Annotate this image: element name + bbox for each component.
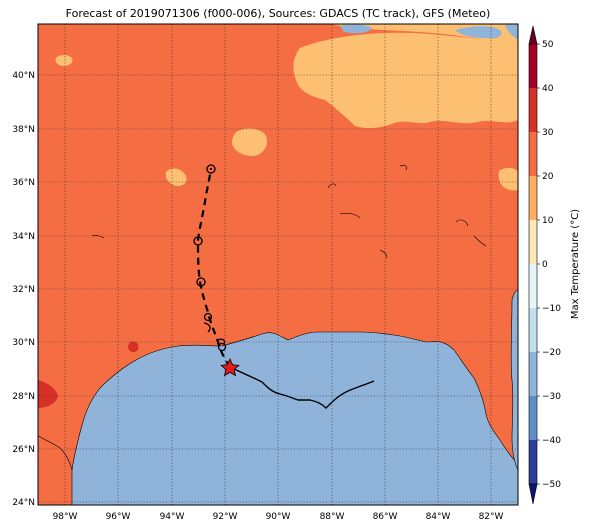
lon-tick: 92°W bbox=[213, 512, 238, 522]
colorbar-segment bbox=[529, 352, 537, 396]
lat-tick: 26°N bbox=[12, 445, 35, 455]
lon-tick: 86°W bbox=[373, 512, 398, 522]
colorbar-tick-label: 40 bbox=[542, 84, 554, 94]
lat-tick: 24°N bbox=[12, 498, 35, 508]
mild-region-northeast bbox=[293, 32, 518, 129]
track-point-circle bbox=[203, 312, 213, 322]
hot-patch-west bbox=[38, 380, 58, 408]
lon-tick: 88°W bbox=[320, 512, 345, 522]
water-patch-north-3 bbox=[505, 24, 518, 40]
lat-tick: 32°N bbox=[12, 285, 35, 295]
lat-tick: 28°N bbox=[12, 392, 35, 402]
colorbar-segment bbox=[529, 396, 537, 440]
lon-tick: 94°W bbox=[160, 512, 185, 522]
storm-forecast-track bbox=[196, 167, 231, 368]
colorbar-tick-label: 0 bbox=[542, 260, 548, 270]
lon-tick: 82°W bbox=[479, 512, 504, 522]
colorbar-tick-label: 30 bbox=[542, 128, 554, 138]
lon-tick: 84°W bbox=[426, 512, 451, 522]
mild-patch-small-1 bbox=[55, 55, 73, 66]
lat-tick: 34°N bbox=[12, 232, 35, 242]
colorbar-tick-label: 20 bbox=[542, 172, 554, 182]
longitude-axis: 98°W 96°W 94°W 92°W 90°W 88°W 86°W 84°W … bbox=[53, 512, 504, 522]
hurricane-symbol bbox=[217, 338, 226, 345]
colorbar-label: Max Temperature (°C) bbox=[570, 209, 581, 319]
map-frame bbox=[37, 23, 519, 506]
track-symbols bbox=[193, 164, 227, 352]
graticule bbox=[38, 24, 518, 505]
lake-detail-1 bbox=[339, 212, 361, 219]
colorbar-segment bbox=[529, 308, 537, 352]
mild-patch-small-4 bbox=[372, 73, 386, 85]
colorbar-segment bbox=[529, 88, 537, 132]
colorbar-tick-label: −50 bbox=[542, 480, 561, 490]
mild-patch-small-3 bbox=[453, 69, 473, 82]
colorbar-tick-label: 50 bbox=[542, 40, 554, 50]
current-position-star-icon bbox=[220, 358, 240, 377]
colorbar-segment bbox=[529, 132, 537, 176]
colorbar-segment bbox=[529, 176, 537, 220]
mild-patch-small-2 bbox=[165, 168, 187, 186]
lat-tick: 38°N bbox=[12, 125, 35, 135]
lake-detail-3 bbox=[455, 219, 469, 227]
colorbar-segment bbox=[529, 264, 537, 308]
colorbar-top-arrow bbox=[528, 25, 538, 45]
lat-tick: 36°N bbox=[12, 178, 35, 188]
colorbar: 50 40 30 20 10 0 −10 −20 −30 −40 −50 Max… bbox=[528, 25, 581, 505]
hot-patch-louisiana bbox=[128, 341, 139, 353]
lake-detail-2 bbox=[91, 234, 105, 239]
colorbar-segment bbox=[529, 44, 537, 88]
lon-tick: 96°W bbox=[106, 512, 131, 522]
lon-tick: 98°W bbox=[53, 512, 78, 522]
water-patch-north-2 bbox=[455, 26, 502, 39]
lat-tick: 30°N bbox=[12, 338, 35, 348]
mild-patch-east bbox=[498, 167, 518, 191]
lake-detail-6 bbox=[379, 249, 387, 259]
colorbar-segment bbox=[529, 440, 537, 484]
water-patch-north-1 bbox=[340, 24, 372, 34]
colorbar-tick-label: 10 bbox=[542, 216, 554, 226]
mild-patch-center bbox=[232, 128, 268, 156]
track-point-circle bbox=[196, 277, 206, 287]
colorbar-ticks bbox=[537, 43, 540, 485]
atlantic-patch bbox=[510, 289, 518, 471]
colorbar-tick-label: −10 bbox=[542, 304, 561, 314]
lake-detail-5 bbox=[473, 235, 487, 247]
lon-tick: 90°W bbox=[266, 512, 291, 522]
hurricane-symbol bbox=[203, 322, 211, 333]
lat-tick: 40°N bbox=[12, 71, 35, 81]
latitude-axis: 40°N 38°N 36°N 34°N 32°N 30°N 28°N 26°N … bbox=[12, 71, 35, 508]
colorbar-tick-label: −40 bbox=[542, 436, 561, 446]
colorbar-bottom-arrow bbox=[528, 483, 538, 505]
colorbar-tick-label: −30 bbox=[542, 392, 561, 402]
track-point-circle bbox=[206, 164, 216, 174]
track-point-circle bbox=[217, 342, 227, 352]
storm-past-track bbox=[229, 366, 375, 409]
lake-detail-4 bbox=[399, 164, 407, 171]
colorbar-segment bbox=[529, 220, 537, 264]
track-point-circle bbox=[193, 236, 203, 246]
gulf-of-mexico bbox=[71, 331, 518, 505]
map-title: Forecast of 2019071306 (f000-006), Sourc… bbox=[66, 7, 491, 20]
map-area bbox=[38, 24, 518, 505]
mexico-coastline bbox=[38, 435, 73, 471]
colorbar-tick-label: −20 bbox=[542, 348, 561, 358]
